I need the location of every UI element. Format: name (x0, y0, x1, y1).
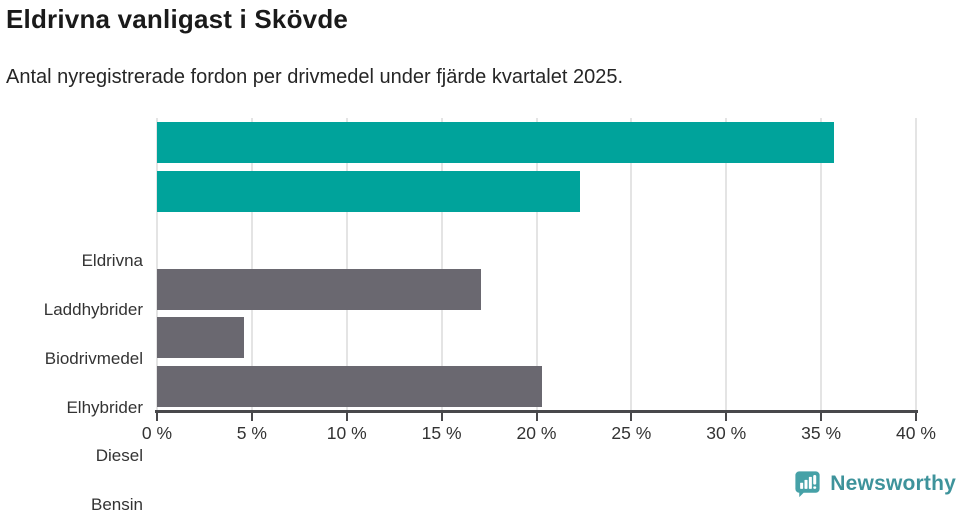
bar-row-laddhybrider (157, 167, 916, 216)
bar-row-bensin (157, 362, 916, 411)
x-axis-tick (820, 413, 823, 421)
plot-area (156, 118, 917, 411)
bar-row-biodrivmedel (157, 216, 916, 265)
gridline (630, 118, 633, 411)
x-axis-tick (250, 413, 253, 421)
x-axis-tick-label: 20 % (516, 423, 557, 443)
x-axis-tick (725, 413, 728, 421)
bar-row-eldrivna (157, 118, 916, 167)
x-axis-tick-label: 15 % (421, 423, 462, 443)
x-axis-tick (345, 413, 348, 421)
category-label-laddhybrider: Laddhybrider (43, 299, 143, 319)
bar-bensin (157, 366, 543, 408)
x-axis-tick-label: 35 % (801, 423, 842, 443)
x-axis-tick-label: 25 % (611, 423, 652, 443)
x-axis-tick (915, 413, 917, 421)
chart-title: Eldrivna vanligast i Skövde (6, 4, 349, 34)
x-axis-tick (535, 413, 538, 421)
gridline (915, 118, 917, 411)
x-axis-tick (440, 413, 443, 421)
x-axis-tick-label: 0 % (141, 423, 173, 443)
chart-subtitle: Antal nyregistrerade fordon per drivmede… (6, 66, 624, 88)
gridline (820, 118, 823, 411)
gridline (535, 118, 538, 411)
x-axis-tick-label: 5 % (236, 423, 267, 443)
x-axis-tick (630, 413, 633, 421)
category-label-biodrivmedel: Biodrivmedel (44, 348, 143, 368)
gridline (345, 118, 348, 411)
gridline (440, 118, 443, 411)
bar-row-elhybrider (157, 265, 916, 314)
x-axis-tick-label: 10 % (326, 423, 367, 443)
category-label-eldrivna: Eldrivna (81, 251, 143, 270)
chart-canvas: Eldrivna vanligast i Skövde Antal nyregi… (0, 4, 960, 515)
gridline (156, 118, 158, 411)
bar-laddhybrider (157, 170, 581, 212)
bar-chart: Eldrivna Laddhybrider Biodrivmedel Elhybrid… (0, 118, 960, 514)
bar-eldrivna (157, 122, 835, 163)
bar-diesel (157, 317, 245, 359)
category-label-diesel: Diesel (95, 446, 143, 466)
x-axis-line (155, 410, 918, 413)
x-axis-tick-label: 30 % (706, 423, 747, 443)
newsworthy-logo-text: Newsworthy (830, 471, 956, 495)
x-axis-tick (156, 413, 158, 421)
bar-row-diesel (157, 313, 916, 362)
newsworthy-bar-chart-speech-bubble-icon (795, 471, 820, 498)
newsworthy-watermark: Newsworthy (792, 468, 956, 499)
gridline (250, 118, 253, 411)
bar-elhybrider (157, 268, 482, 310)
x-axis-tick-label: 40 % (896, 423, 936, 443)
category-label-elhybrider: Elhybrider (66, 397, 143, 417)
gridline (725, 118, 728, 411)
